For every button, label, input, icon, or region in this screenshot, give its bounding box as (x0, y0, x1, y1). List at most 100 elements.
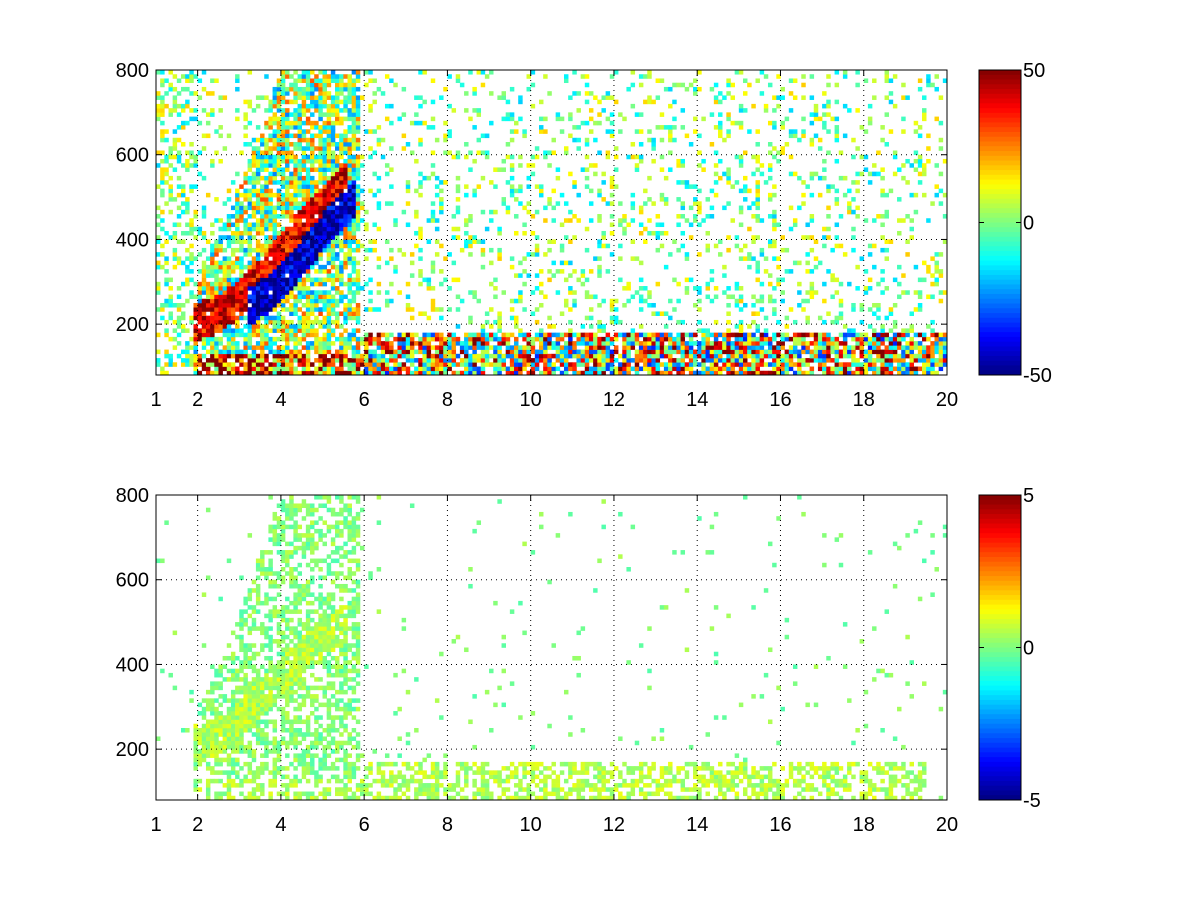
heatmap-cell (297, 205, 303, 211)
heatmap-cell (289, 209, 294, 215)
heatmap-cell (747, 353, 752, 359)
heatmap-cell (168, 70, 173, 75)
heatmap-cell (489, 91, 494, 96)
heatmap-cell (347, 243, 352, 249)
heatmap-cell (822, 235, 827, 240)
heatmap-cell (434, 184, 440, 189)
heatmap-cell (276, 315, 282, 321)
heatmap-cell (285, 163, 290, 168)
heatmap-cell (343, 146, 348, 151)
heatmap-cell (297, 281, 303, 287)
heatmap-cell (942, 341, 948, 346)
grid (156, 70, 947, 375)
heatmap-cell (160, 129, 165, 134)
heatmap-cell (688, 235, 694, 240)
heatmap-cell (801, 362, 806, 367)
heatmap-cell (688, 349, 694, 355)
heatmap-cell (922, 366, 927, 372)
heatmap-cell (301, 264, 307, 270)
heatmap-cell (322, 358, 327, 363)
heatmap-cell (339, 201, 344, 206)
heatmap-cell (276, 158, 282, 164)
heatmap-cell (222, 201, 228, 206)
heatmap-cell (734, 324, 740, 329)
heatmap-cell (310, 146, 315, 151)
heatmap-cell (688, 341, 694, 346)
heatmap-cell (185, 163, 190, 168)
heatmap-cell (297, 86, 303, 92)
heatmap-cell (643, 286, 648, 291)
heatmap-cell (351, 311, 357, 316)
heatmap-cell (264, 120, 269, 126)
heatmap-cell (792, 95, 798, 100)
heatmap-cell (643, 239, 648, 244)
heatmap-cell (384, 341, 390, 346)
heatmap-cell (680, 362, 686, 367)
heatmap-cell (243, 112, 248, 117)
heatmap-cell (809, 192, 815, 198)
heatmap-cell (164, 260, 169, 266)
heatmap-cell (343, 214, 348, 219)
heatmap-cell (426, 370, 432, 376)
heatmap-cell (593, 294, 598, 300)
heatmap-cell (197, 328, 203, 333)
heatmap-cell (443, 353, 448, 359)
x-tick-label: 10 (520, 389, 542, 411)
heatmap-cell (193, 154, 198, 160)
heatmap-cell (355, 353, 361, 359)
heatmap-cell (938, 345, 944, 350)
heatmap-cell (726, 175, 731, 181)
heatmap-cell (451, 154, 457, 160)
heatmap-cell (917, 366, 923, 372)
heatmap-cell (339, 154, 344, 160)
heatmap-cell (530, 349, 536, 355)
heatmap-cell (638, 286, 644, 291)
heatmap-cell (518, 294, 523, 300)
heatmap-cell (272, 362, 278, 367)
heatmap-cell (630, 201, 636, 206)
heatmap-cell (260, 243, 265, 249)
heatmap-cell (322, 315, 327, 321)
heatmap-cell (264, 252, 269, 257)
heatmap-cell (493, 167, 498, 172)
heatmap-cell (601, 358, 606, 363)
heatmap-cell (343, 167, 348, 172)
heatmap-cell (160, 209, 165, 215)
heatmap-cell (509, 154, 515, 160)
heatmap-cell (459, 247, 465, 253)
heatmap-cell (913, 307, 919, 312)
heatmap-cell (888, 341, 894, 346)
heatmap-cell (826, 349, 831, 355)
heatmap-cell (251, 370, 257, 376)
heatmap-cell (489, 218, 494, 223)
heatmap-cell (310, 103, 315, 109)
heatmap-cell (368, 353, 373, 359)
heatmap-cell (784, 142, 790, 147)
heatmap-cell (335, 103, 340, 109)
heatmap-cell (326, 180, 332, 185)
heatmap-cell (643, 353, 648, 359)
heatmap-cell (247, 70, 253, 75)
heatmap-cell (484, 341, 490, 346)
heatmap-cell (351, 260, 357, 266)
heatmap-cell (905, 328, 910, 333)
heatmap-cell (709, 358, 715, 363)
heatmap-cell (314, 125, 319, 130)
heatmap-cell (164, 201, 169, 206)
heatmap-cell (201, 281, 207, 287)
heatmap-cell (855, 205, 860, 211)
heatmap-cell (851, 247, 856, 253)
heatmap-cell (264, 108, 269, 113)
heatmap-cell (468, 358, 473, 363)
heatmap-cell (822, 120, 827, 126)
heatmap-cell (214, 302, 219, 308)
heatmap-cell (476, 353, 482, 359)
heatmap-cell (264, 201, 269, 206)
heatmap-cell (335, 214, 340, 219)
heatmap-cell (347, 230, 352, 236)
heatmap-cell (368, 362, 373, 367)
heatmap-cell (834, 99, 840, 105)
heatmap-cell (618, 370, 623, 376)
heatmap-cell (322, 345, 327, 350)
heatmap-cell (156, 184, 161, 189)
